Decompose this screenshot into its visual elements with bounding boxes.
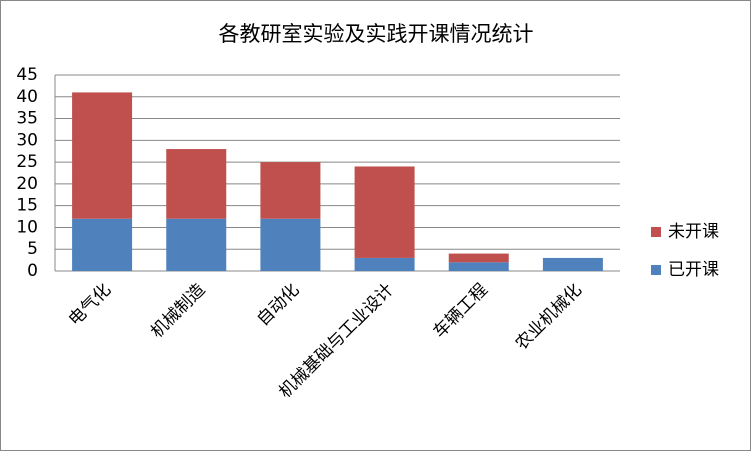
bar-segment xyxy=(354,257,415,271)
bar-segment xyxy=(542,257,603,271)
legend-swatch xyxy=(651,265,661,275)
legend-label: 未开课 xyxy=(668,222,719,242)
bar-segment xyxy=(166,149,227,219)
y-tick-label: 20 xyxy=(16,174,38,194)
y-tick-label: 25 xyxy=(16,152,38,172)
bar-segment xyxy=(448,262,509,271)
bar-segment xyxy=(448,253,509,263)
y-tick-label: 10 xyxy=(16,217,38,237)
y-tick-label: 45 xyxy=(16,65,38,85)
legend-swatch xyxy=(651,227,661,237)
y-tick-label: 5 xyxy=(27,239,38,259)
y-tick-label: 15 xyxy=(16,196,38,216)
chart-title: 各教研室实验及实践开课情况统计 xyxy=(219,22,534,46)
y-tick-label: 30 xyxy=(16,130,38,150)
y-tick-label: 40 xyxy=(16,87,38,107)
bar-segment xyxy=(72,218,133,271)
bar-segment xyxy=(260,218,321,271)
y-tick-label: 35 xyxy=(16,109,38,129)
bar-segment xyxy=(166,218,227,271)
legend-label: 已开课 xyxy=(668,260,719,280)
bar-segment xyxy=(354,166,415,258)
bar-segment xyxy=(260,162,321,219)
bar-segment xyxy=(72,92,133,219)
y-tick-label: 0 xyxy=(27,261,38,281)
